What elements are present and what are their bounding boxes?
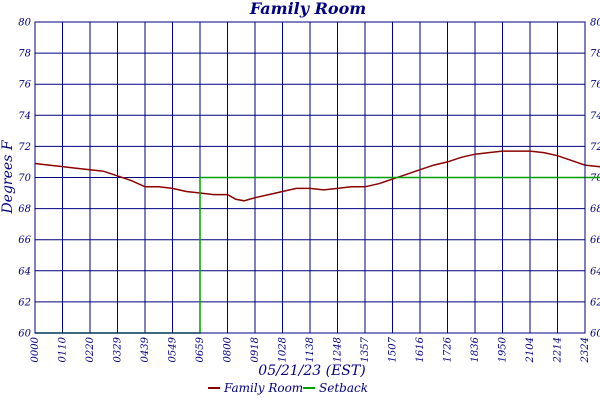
- y-tick-label-left: 68: [18, 204, 31, 215]
- y-tick-label-right: 76: [590, 80, 600, 91]
- series-line: [35, 176, 600, 334]
- x-tick-label: 2104: [525, 337, 536, 363]
- x-tick-label: 1138: [305, 337, 316, 362]
- legend: Family Room Setback: [208, 381, 368, 395]
- y-tick-label-left: 78: [18, 49, 31, 60]
- y-tick-label-right: 78: [590, 49, 600, 60]
- y-tick-label-left: 62: [18, 297, 31, 308]
- y-tick-label-right: 70: [590, 173, 600, 184]
- y-axis-label: Degrees F: [0, 139, 16, 214]
- x-tick-label: 0000: [30, 336, 41, 362]
- x-tick-label: 1836: [470, 336, 481, 362]
- chart-title: Family Room: [249, 0, 366, 18]
- x-tick-label: 1028: [278, 337, 289, 362]
- y-tick-label-right: 66: [590, 235, 600, 246]
- x-tick-label: 2324: [580, 337, 591, 363]
- x-tick-label: 0329: [113, 336, 124, 362]
- x-tick-label: 1248: [333, 337, 344, 362]
- x-tick-label: 0659: [195, 336, 206, 362]
- y-tick-label-left: 72: [18, 142, 31, 153]
- series-group: [34, 150, 600, 334]
- legend-label: Setback: [319, 381, 368, 395]
- y-tick-label-right: 74: [590, 111, 600, 122]
- y-tick-label-left: 66: [18, 235, 31, 246]
- x-tick-label: 0918: [250, 337, 261, 362]
- x-tick-label: 1726: [443, 336, 454, 362]
- x-tick-label: 0220: [85, 336, 96, 362]
- series-line: [34, 150, 600, 202]
- x-tick-label: 0439: [140, 336, 151, 362]
- y-tick-label-right: 68: [590, 204, 600, 215]
- x-tick-label: 0800: [223, 336, 234, 362]
- y-tick-label-left: 60: [18, 329, 31, 340]
- x-tick-label: 1616: [415, 336, 426, 362]
- y-tick-label-left: 76: [18, 80, 31, 91]
- y-tick-label-left: 80: [18, 18, 31, 29]
- x-tick-label: 2214: [553, 337, 564, 363]
- x-tick-label: 0110: [58, 336, 69, 362]
- legend-label: Family Room: [223, 381, 303, 395]
- plot-frame: [34, 21, 586, 334]
- x-tick-label: 1950: [498, 336, 509, 362]
- y-tick-label-left: 70: [18, 173, 31, 184]
- y-tick-label-left: 64: [18, 266, 31, 277]
- y-tick-label-right: 72: [590, 142, 600, 153]
- y-tick-label-right: 64: [590, 266, 600, 277]
- y-tick-label-left: 74: [18, 111, 31, 122]
- x-tick-label: 1357: [360, 336, 371, 362]
- y-axis-left-ticks: 60 62 64 66 68 70 72 74 76 78 80: [18, 18, 31, 340]
- y-tick-label-right: 60: [590, 329, 600, 340]
- y-tick-label-right: 80: [590, 18, 600, 29]
- x-axis-label: 05/21/23 (EST): [258, 363, 365, 379]
- x-axis-ticks: 0000 0110 0220 0329 0439 0549 0659 0800 0918 1028…: [30, 336, 591, 363]
- x-tick-label: 0549: [168, 336, 179, 362]
- y-tick-label-right: 62: [590, 297, 600, 308]
- x-tick-label: 1507: [388, 336, 399, 362]
- y-axis-right-ticks: 60 62 64 66 68 70 72 74 76 78 80: [590, 18, 600, 340]
